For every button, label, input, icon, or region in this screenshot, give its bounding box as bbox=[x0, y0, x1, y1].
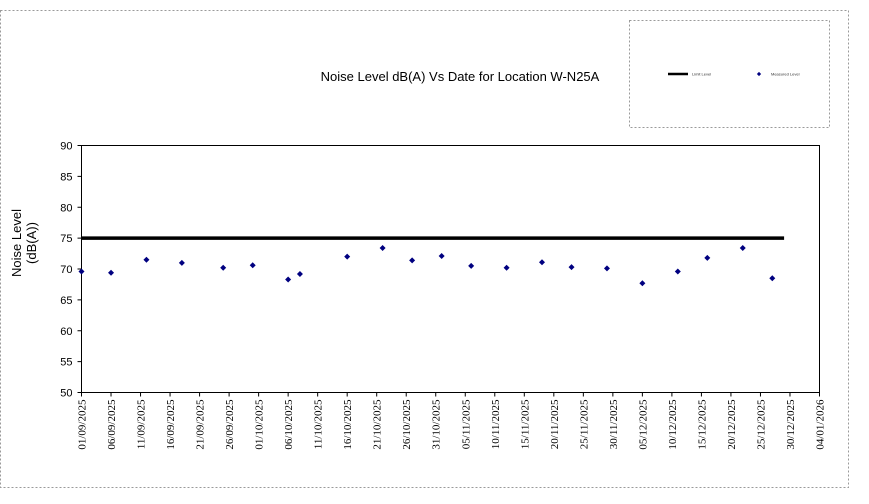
y-axis-title: Noise Level (dB(A)) bbox=[9, 209, 39, 277]
x-tick-label: 25/11/2025 bbox=[578, 399, 590, 449]
legend-entry-label: Limit Level bbox=[692, 72, 711, 77]
x-tick-label: 31/10/2025 bbox=[431, 399, 443, 450]
measured-level-point bbox=[285, 276, 292, 283]
measured-level-point bbox=[468, 262, 475, 269]
x-tick-label: 30/12/2025 bbox=[785, 399, 797, 450]
x-tick-label: 30/11/2025 bbox=[608, 399, 620, 449]
measured-level-point bbox=[296, 270, 303, 277]
x-tick-label: 15/12/2025 bbox=[696, 399, 708, 450]
x-tick-label: 25/12/2025 bbox=[755, 399, 767, 450]
measured-level-point bbox=[409, 257, 416, 264]
measured-level-point bbox=[503, 264, 510, 271]
x-tick-label: 06/09/2025 bbox=[106, 399, 118, 450]
x-tick-label: 16/10/2025 bbox=[342, 399, 354, 450]
y-tick-label: 90 bbox=[60, 141, 72, 153]
x-tick-label: 16/09/2025 bbox=[165, 399, 177, 450]
x-tick-label: 26/10/2025 bbox=[401, 399, 413, 450]
x-tick-label: 20/11/2025 bbox=[549, 399, 561, 449]
measured-level-point bbox=[739, 245, 746, 252]
measured-level-point bbox=[568, 264, 575, 271]
measured-level-point bbox=[178, 259, 185, 266]
x-tick-label: 11/09/2025 bbox=[136, 399, 148, 449]
measured-level-point bbox=[143, 256, 150, 263]
measured-level-point bbox=[220, 264, 227, 271]
x-tick-label: 01/09/2025 bbox=[77, 399, 89, 450]
y-tick-label: 80 bbox=[60, 202, 72, 214]
measured-level-point bbox=[539, 259, 546, 266]
y-tick-label: 85 bbox=[60, 171, 72, 183]
measured-level-point bbox=[108, 269, 115, 276]
measured-level-point bbox=[704, 254, 711, 261]
x-tick-label: 04/01/2026 bbox=[815, 399, 827, 450]
x-tick-label: 26/09/2025 bbox=[224, 399, 236, 450]
x-tick-label: 05/11/2025 bbox=[460, 399, 472, 449]
x-tick-label: 10/12/2025 bbox=[667, 399, 679, 450]
x-tick-label: 21/09/2025 bbox=[195, 399, 207, 450]
x-tick-label: 06/10/2025 bbox=[283, 399, 295, 450]
measured-level-point bbox=[78, 268, 85, 275]
chart-title: Noise Level dB(A) Vs Date for Location W… bbox=[321, 69, 600, 84]
y-tick-label: 50 bbox=[60, 388, 72, 400]
x-tick-label: 11/10/2025 bbox=[313, 399, 325, 449]
legend-box bbox=[629, 20, 830, 128]
x-tick-label: 10/11/2025 bbox=[490, 399, 502, 449]
chart-frame bbox=[0, 10, 849, 488]
x-axis: 01/09/2025 06/09/2025 11/09/2025 16/09/2025… bbox=[77, 392, 827, 450]
measured-level-point bbox=[344, 253, 351, 260]
y-tick-label: 60 bbox=[60, 326, 72, 338]
measured-level-point bbox=[249, 262, 256, 269]
measured-level-point bbox=[674, 268, 681, 275]
measured-level-point bbox=[603, 265, 610, 272]
y-axis-title-line-2: (dB(A)) bbox=[24, 222, 39, 264]
measured-level-point bbox=[379, 245, 386, 252]
x-tick-label: 05/12/2025 bbox=[637, 399, 649, 450]
y-axis-title-line-1: Noise Level bbox=[9, 209, 24, 277]
measured-level-point bbox=[639, 280, 646, 287]
legend: Limit Level Measured Level bbox=[629, 20, 830, 128]
y-tick-label: 65 bbox=[60, 295, 72, 307]
plot-series bbox=[78, 236, 785, 287]
x-tick-label: 21/10/2025 bbox=[372, 399, 384, 450]
legend-marker-swatch bbox=[756, 71, 762, 77]
y-axis: 90 85 80 75 70 65 60 55 50 bbox=[60, 141, 82, 400]
measured-level-point bbox=[769, 275, 776, 282]
plot-area bbox=[81, 145, 820, 393]
measured-level-point bbox=[438, 253, 445, 260]
x-tick-label: 01/10/2025 bbox=[254, 399, 266, 450]
y-tick-label: 55 bbox=[60, 357, 72, 369]
y-tick-label: 70 bbox=[60, 264, 72, 276]
x-tick-label: 20/12/2025 bbox=[726, 399, 738, 450]
x-tick-label: 15/11/2025 bbox=[519, 399, 531, 449]
y-tick-label: 75 bbox=[60, 233, 72, 245]
legend-entry-label: Measured Level bbox=[771, 72, 800, 77]
